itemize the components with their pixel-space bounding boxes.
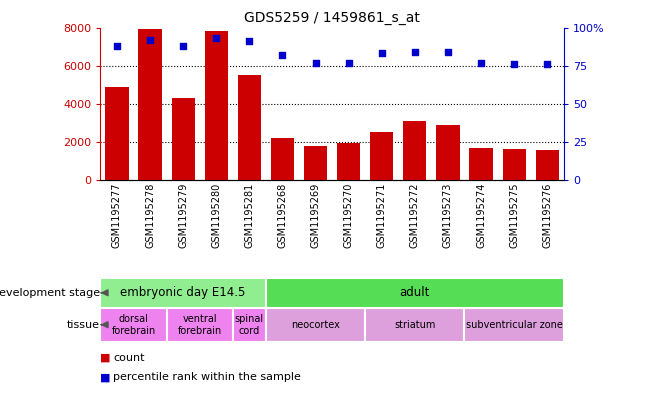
Bar: [469, 149, 492, 180]
Text: embryonic day E14.5: embryonic day E14.5: [121, 286, 246, 299]
Text: GSM1195272: GSM1195272: [410, 183, 420, 248]
Text: GSM1195276: GSM1195276: [542, 183, 552, 248]
Text: GSM1195277: GSM1195277: [112, 183, 122, 248]
Text: GSM1195273: GSM1195273: [443, 183, 453, 248]
Text: spinal
cord: spinal cord: [235, 314, 264, 336]
Text: GSM1195279: GSM1195279: [178, 183, 188, 248]
Bar: [139, 29, 161, 180]
Bar: [436, 125, 459, 180]
Text: ■: ■: [100, 372, 111, 382]
Text: GSM1195268: GSM1195268: [277, 183, 288, 248]
Text: ventral
forebrain: ventral forebrain: [178, 314, 222, 336]
Bar: [100, 307, 167, 342]
Point: [112, 42, 122, 49]
Bar: [167, 307, 233, 342]
Bar: [233, 307, 266, 342]
Text: striatum: striatum: [394, 320, 435, 330]
Bar: [266, 278, 564, 307]
Point: [244, 38, 255, 44]
Bar: [503, 149, 526, 180]
Text: ■: ■: [100, 353, 111, 363]
Title: GDS5259 / 1459861_s_at: GDS5259 / 1459861_s_at: [244, 11, 420, 25]
Bar: [370, 132, 393, 180]
Point: [277, 52, 288, 58]
Text: tissue: tissue: [67, 320, 100, 330]
Bar: [365, 307, 465, 342]
Bar: [536, 150, 559, 180]
Point: [343, 59, 354, 66]
Text: GSM1195280: GSM1195280: [211, 183, 221, 248]
Bar: [271, 138, 294, 180]
Bar: [172, 98, 195, 180]
Text: dorsal
forebrain: dorsal forebrain: [111, 314, 156, 336]
Point: [542, 61, 552, 67]
Point: [145, 37, 156, 43]
Text: GSM1195274: GSM1195274: [476, 183, 486, 248]
Bar: [266, 307, 365, 342]
Bar: [304, 147, 327, 180]
Text: subventricular zone: subventricular zone: [466, 320, 562, 330]
Point: [410, 49, 420, 55]
Text: GSM1195281: GSM1195281: [244, 183, 255, 248]
Text: percentile rank within the sample: percentile rank within the sample: [113, 372, 301, 382]
Text: adult: adult: [400, 286, 430, 299]
Text: GSM1195271: GSM1195271: [376, 183, 387, 248]
Bar: [403, 121, 426, 180]
Point: [443, 49, 453, 55]
Point: [376, 50, 387, 57]
Point: [509, 61, 519, 67]
Text: GSM1195275: GSM1195275: [509, 183, 519, 248]
Bar: [100, 278, 266, 307]
Bar: [337, 143, 360, 180]
Bar: [205, 31, 228, 180]
Bar: [465, 307, 564, 342]
Text: neocortex: neocortex: [291, 320, 340, 330]
Bar: [238, 75, 261, 180]
Text: GSM1195269: GSM1195269: [310, 183, 321, 248]
Text: GSM1195270: GSM1195270: [343, 183, 354, 248]
Point: [178, 42, 189, 49]
Bar: [106, 86, 128, 180]
Text: count: count: [113, 353, 145, 363]
Text: GSM1195278: GSM1195278: [145, 183, 155, 248]
Point: [310, 59, 321, 66]
Text: development stage: development stage: [0, 288, 100, 298]
Point: [211, 35, 222, 41]
Point: [476, 59, 486, 66]
